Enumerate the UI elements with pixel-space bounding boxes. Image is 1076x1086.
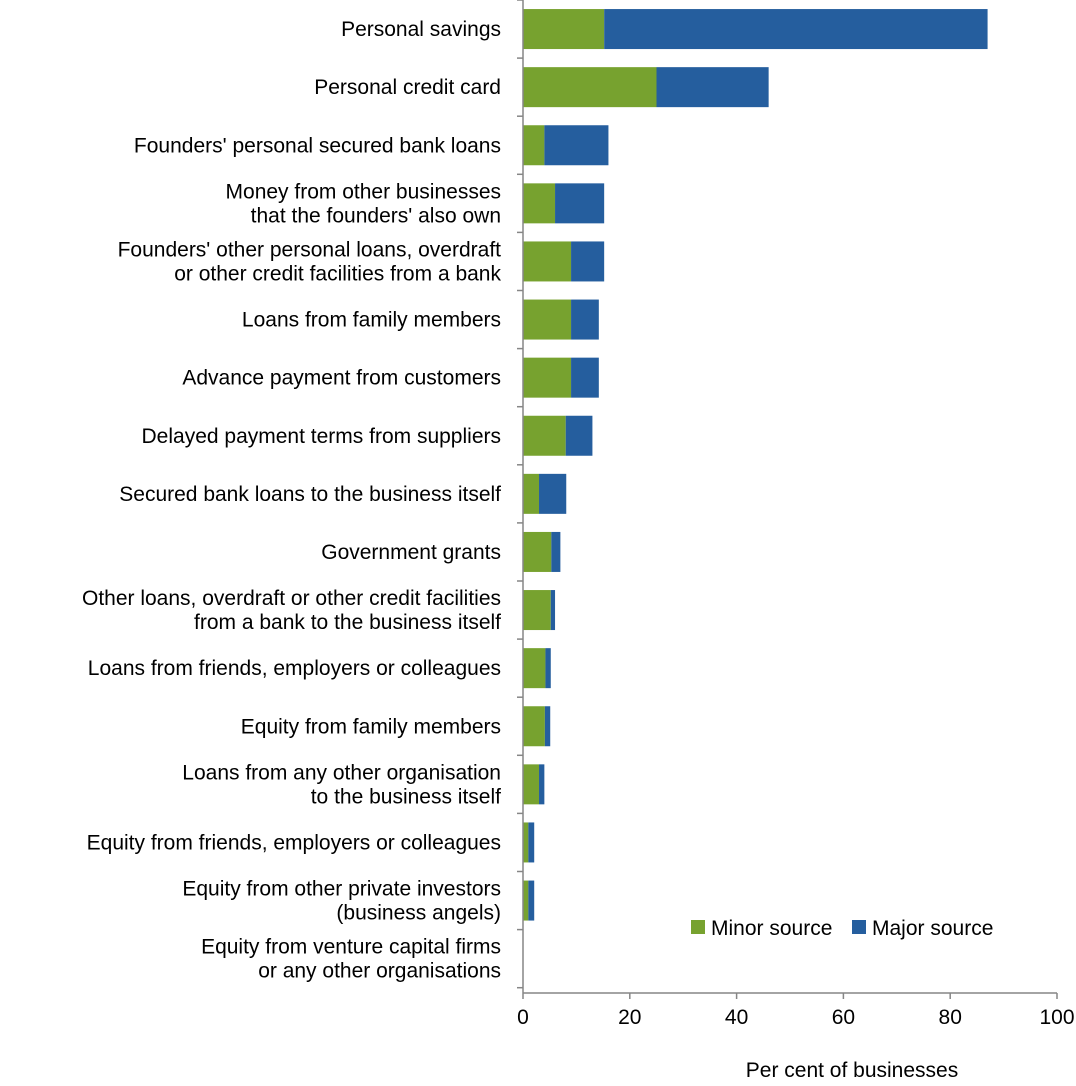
category-label: Delayed payment terms from suppliers — [142, 425, 501, 448]
x-tick-label: 100 — [1039, 1006, 1074, 1029]
category-label: Equity from family members — [241, 715, 501, 738]
category-label: Secured bank loans to the business itsel… — [119, 483, 501, 506]
bar-major-1 — [656, 67, 769, 108]
bar-minor-12 — [523, 706, 545, 747]
bar-major-6 — [571, 357, 599, 398]
category-label: Money from other businesses — [226, 180, 501, 203]
category-label: from a bank to the business itself — [194, 611, 501, 634]
bar-major-4 — [571, 241, 605, 282]
category-label: or other credit facilities from a bank — [174, 262, 501, 285]
bar-minor-14 — [523, 822, 529, 863]
bar-minor-2 — [523, 125, 545, 166]
axes-layer: 0 20 40 60 80 100 — [517, 0, 1075, 1029]
category-label: that the founders' also own — [251, 204, 501, 227]
bar-major-9 — [551, 531, 561, 572]
x-tick-label: 20 — [618, 1006, 641, 1029]
category-labels: Personal savings Personal credit card Foun… — [82, 18, 502, 983]
category-label: Personal credit card — [314, 76, 501, 99]
bar-minor-0 — [523, 9, 605, 50]
x-tick-label: 60 — [832, 1006, 855, 1029]
category-label: Advance payment from customers — [182, 367, 501, 390]
bar-major-15 — [528, 880, 535, 921]
bars-layer — [523, 9, 988, 921]
bar-minor-15 — [523, 880, 529, 921]
bar-major-11 — [545, 648, 551, 689]
bar-minor-1 — [523, 67, 657, 108]
category-label: Loans from any other organisation — [182, 761, 501, 784]
category-label: or any other organisations — [258, 960, 501, 983]
legend-swatch-major — [852, 920, 866, 934]
category-label: Loans from family members — [242, 309, 501, 332]
bar-major-8 — [539, 473, 567, 514]
x-tick-label: 0 — [517, 1006, 529, 1029]
category-label: Personal savings — [341, 18, 501, 41]
bar-major-0 — [604, 9, 988, 50]
category-label: Equity from other private investors — [182, 878, 501, 901]
bar-minor-10 — [523, 590, 551, 631]
legend-swatch-minor — [691, 920, 705, 934]
bar-minor-7 — [523, 415, 566, 456]
bar-major-3 — [555, 183, 605, 224]
category-label: Founders' other personal loans, overdraf… — [118, 238, 502, 261]
category-label: Other loans, overdraft or other credit f… — [82, 587, 501, 610]
bar-major-7 — [565, 415, 593, 456]
bar-minor-6 — [523, 357, 572, 398]
category-label: Government grants — [321, 541, 501, 564]
category-label: Loans from friends, employers or colleag… — [88, 657, 501, 680]
bar-minor-9 — [523, 531, 552, 572]
x-tick-label: 40 — [725, 1006, 748, 1029]
legend-label-minor: Minor source — [711, 917, 832, 940]
bar-major-13 — [539, 764, 545, 805]
bar-minor-5 — [523, 299, 572, 340]
category-label: Equity from friends, employers or collea… — [87, 831, 501, 854]
bar-major-10 — [550, 590, 556, 631]
x-tick-label: 80 — [939, 1006, 962, 1029]
category-label: to the business itself — [311, 785, 501, 808]
bar-major-2 — [544, 125, 609, 166]
category-label: Equity from venture capital firms — [201, 936, 501, 959]
category-label: Founders' personal secured bank loans — [134, 134, 501, 157]
bar-minor-3 — [523, 183, 556, 224]
x-axis-title: Per cent of businesses — [746, 1059, 958, 1082]
category-label: (business angels) — [336, 902, 501, 925]
bar-major-12 — [544, 706, 551, 747]
bar-minor-11 — [523, 648, 546, 689]
bar-major-5 — [571, 299, 599, 340]
bar-major-14 — [528, 822, 535, 863]
legend: Minor source Major source — [691, 917, 993, 940]
legend-label-major: Major source — [872, 917, 993, 940]
bar-minor-4 — [523, 241, 572, 282]
bar-minor-8 — [523, 473, 540, 514]
bar-minor-13 — [523, 764, 540, 805]
